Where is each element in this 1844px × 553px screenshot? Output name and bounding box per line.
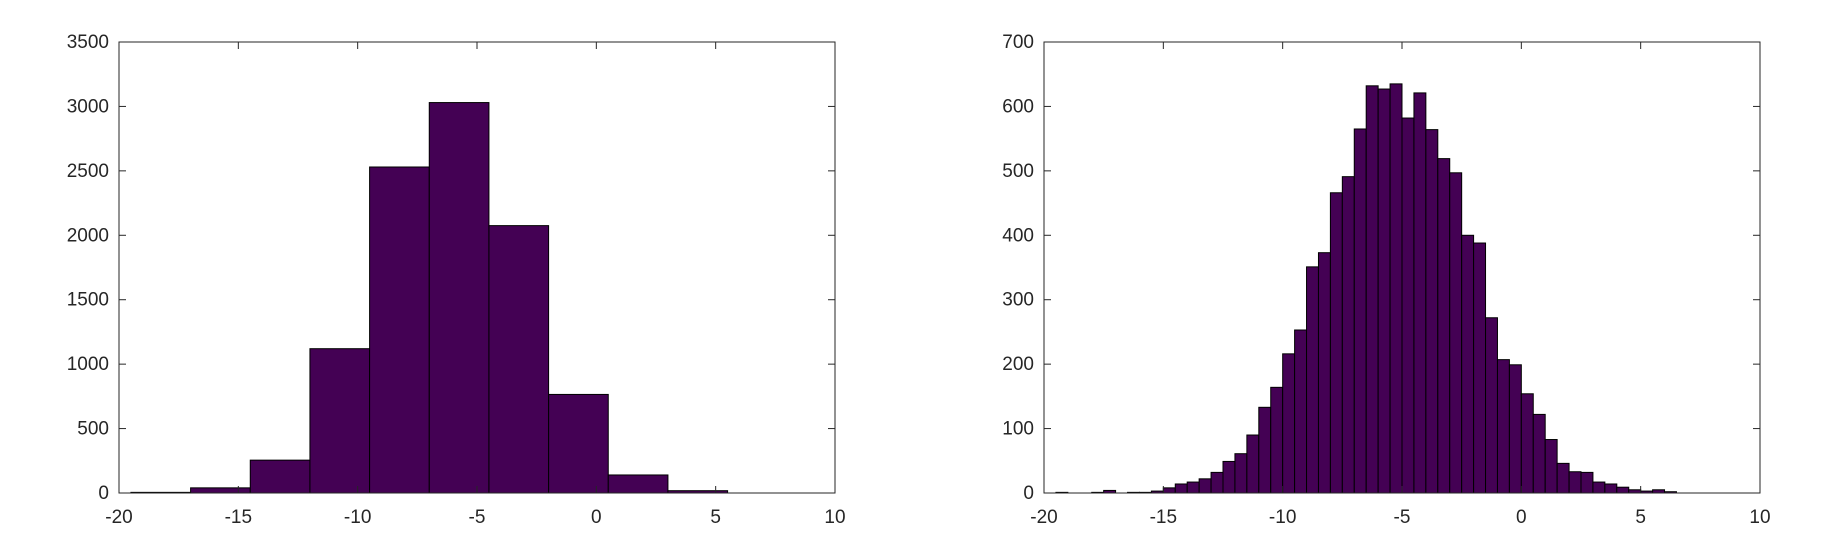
histogram-bar: [190, 487, 251, 494]
histogram-bar: [1222, 460, 1236, 494]
histogram-bar: [1174, 483, 1188, 494]
histogram-bar: [428, 102, 490, 494]
histogram-bar: [1270, 386, 1284, 494]
histogram-bar: [1234, 453, 1248, 494]
y-tick-label: 700: [1002, 32, 1034, 53]
histogram-bar: [1282, 353, 1296, 494]
histogram-bar: [1437, 158, 1451, 494]
histogram-bar: [1329, 192, 1343, 494]
y-tick-label: 3000: [67, 96, 109, 117]
histogram-bar: [1592, 481, 1606, 494]
histogram-bar: [1461, 234, 1475, 494]
histogram-bar: [1425, 129, 1439, 494]
y-tick-label: 200: [1002, 354, 1034, 375]
histogram-bar: [1365, 85, 1379, 494]
histogram-bar: [1580, 471, 1594, 494]
histogram-bar: [1317, 252, 1331, 494]
y-tick-label: 100: [1002, 419, 1034, 440]
histogram-bar: [309, 348, 371, 494]
x-tick-label: 0: [591, 507, 602, 528]
x-tick-label: -15: [225, 507, 252, 528]
y-tick-label: 3500: [67, 32, 109, 53]
histogram-bar: [1401, 117, 1415, 494]
y-tick-label: 0: [98, 483, 109, 504]
x-tick-label: -15: [1150, 507, 1177, 528]
histogram-bar: [1568, 471, 1582, 494]
histogram-bar: [1389, 83, 1403, 494]
y-tick-label: 0: [1023, 483, 1034, 504]
histogram-bar: [548, 393, 609, 494]
histogram-bar: [1616, 486, 1630, 494]
histogram-bar: [1306, 266, 1319, 494]
x-tick-label: -10: [344, 507, 371, 528]
histogram-bar: [1198, 478, 1212, 494]
histogram-bar: [1544, 439, 1558, 494]
histogram-bar: [607, 474, 669, 494]
histogram-bar: [1210, 471, 1224, 494]
histogram-bar: [1556, 462, 1570, 494]
x-tick-label: 5: [1635, 507, 1646, 528]
y-tick-label: 500: [1002, 161, 1034, 182]
y-tick-label: 500: [77, 419, 109, 440]
histogram-panel-1: -20 -15 -10 -5 0 5 10 0 500 1000 1500 2000 2500 3000 3…: [67, 32, 846, 528]
x-tick-label: -10: [1269, 507, 1296, 528]
histogram-bar: [1473, 242, 1487, 494]
x-tick-label: -20: [1030, 507, 1057, 528]
histogram-bar: [1532, 413, 1546, 494]
histogram-bar: [1341, 176, 1355, 494]
histogram-bar: [1258, 406, 1272, 494]
y-tick-label: 1500: [67, 290, 109, 311]
histogram-bar: [1485, 317, 1498, 494]
y-tick-label: 1000: [67, 354, 109, 375]
histogram-bar: [1162, 487, 1176, 494]
x-tick-label: 10: [824, 507, 845, 528]
histogram-bar: [1604, 483, 1618, 494]
x-tick-label: -5: [469, 507, 486, 528]
histogram-bar: [488, 225, 550, 494]
histogram-bar: [249, 459, 311, 494]
y-tick-label: 600: [1002, 96, 1034, 117]
histogram-bar: [1246, 434, 1260, 494]
x-tick-label: -5: [1394, 507, 1411, 528]
histogram-bar: [1520, 393, 1534, 494]
histogram-bar: [1508, 364, 1522, 494]
x-tick-label: -20: [105, 507, 132, 528]
y-tick-label: 2000: [67, 225, 109, 246]
y-tick-label: 2500: [67, 161, 109, 182]
histogram-bar: [1186, 481, 1200, 494]
y-tick-label: 300: [1002, 290, 1034, 311]
y-tick-label: 400: [1002, 225, 1034, 246]
histogram-bar: [1353, 128, 1367, 494]
histogram-bar: [1496, 359, 1510, 494]
histogram-bar: [1377, 88, 1391, 494]
x-tick-label: 5: [710, 507, 721, 528]
histogram-bar: [1294, 329, 1308, 494]
histogram-bar: [1449, 172, 1463, 494]
x-tick-label: 10: [1749, 507, 1770, 528]
histogram-bar: [369, 166, 430, 494]
x-tick-label: 0: [1516, 507, 1527, 528]
histogram-bar: [1413, 92, 1427, 494]
